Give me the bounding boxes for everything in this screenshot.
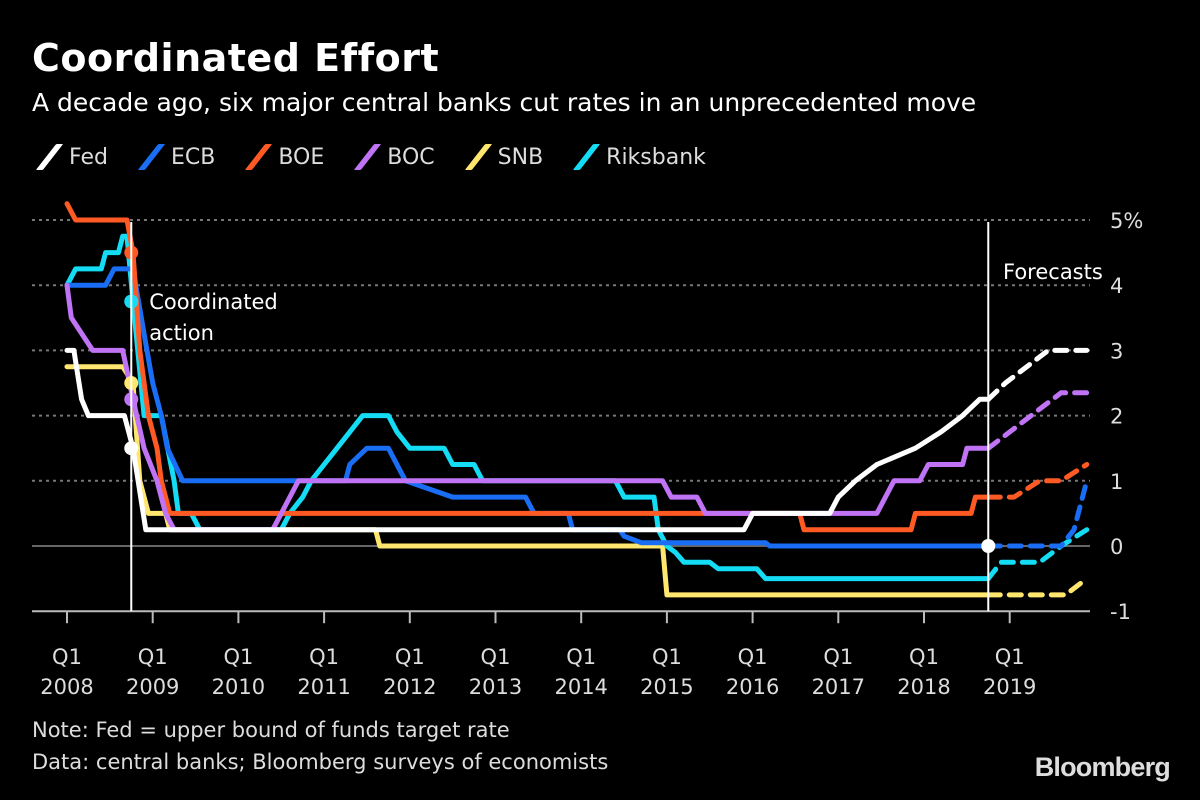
x-tick-label-year: 2011 — [297, 675, 350, 699]
x-tick-label-year: 2010 — [212, 675, 265, 699]
x-tick-label-quarter: Q1 — [995, 645, 1025, 669]
chart-title: Coordinated Effort — [32, 36, 440, 80]
series-forecast-ecb — [985, 478, 1090, 549]
legend: Fed ECB BOE BOC SNB Riksbank — [35, 144, 740, 170]
chart-subtitle: A decade ago, six major central banks cu… — [32, 88, 977, 117]
series-forecast-snb — [985, 576, 1090, 598]
series-line-fed — [64, 347, 991, 533]
x-tick-label-quarter: Q1 — [309, 645, 339, 669]
annotations: Coordinated action Forecasts — [130, 222, 1103, 612]
x-tick-label-quarter: Q1 — [566, 645, 596, 669]
axes — [32, 610, 1090, 624]
x-tick-label-year: 2012 — [383, 675, 436, 699]
bloomberg-logo: Bloomberg — [1034, 752, 1171, 782]
x-tick-label-year: 2019 — [983, 675, 1036, 699]
x-tick-label-year: 2008 — [40, 675, 93, 699]
annotation-coordinated-action: Coordinated — [149, 290, 277, 314]
series-forecast-fed — [985, 347, 1090, 402]
y-tick-label: 5% — [1110, 209, 1143, 233]
annotation-forecasts: Forecasts — [1003, 260, 1103, 284]
x-tick-label-quarter: Q1 — [395, 645, 425, 669]
x-tick-label-year: 2017 — [812, 675, 865, 699]
series-line-boe — [64, 201, 991, 533]
y-tick-label: 1 — [1110, 470, 1123, 494]
x-tick-label-year: 2015 — [640, 675, 693, 699]
legend-label-boc: BOC — [387, 144, 435, 170]
x-tick-label-year: 2013 — [469, 675, 522, 699]
x-tick-label-quarter: Q1 — [738, 645, 768, 669]
series-forecast-boc — [985, 390, 1090, 451]
legend-item-boe: BOE — [245, 144, 325, 170]
gridlines — [32, 219, 1090, 547]
y-tick-label: 2 — [1110, 405, 1123, 429]
x-tick-label-quarter: Q1 — [138, 645, 168, 669]
source-note: Data: central banks; Bloomberg surveys o… — [32, 750, 609, 774]
x-tick-label-quarter: Q1 — [823, 645, 853, 669]
legend-label-snb: SNB — [497, 144, 544, 170]
legend-item-ecb: ECB — [137, 144, 216, 170]
footnote: Note: Fed = upper bound of funds target … — [32, 718, 510, 742]
y-tick-label: 0 — [1110, 535, 1123, 559]
x-tick-label-year: 2016 — [726, 675, 779, 699]
tick-labels: 5% 4 3 2 1 0 -1 Q1 2008 Q1 2009 Q1 2010 Q1 2011 Q1 2012 Q… — [40, 209, 1143, 699]
legend-label-riksbank: Riksbank — [606, 144, 706, 170]
legend-label-boe: BOE — [278, 144, 325, 170]
x-tick-label-quarter: Q1 — [481, 645, 511, 669]
x-tick-label-year: 2009 — [126, 675, 179, 699]
y-tick-label: 3 — [1110, 339, 1123, 363]
series-forecast-boe — [985, 462, 1090, 500]
legend-item-boc: BOC — [354, 144, 435, 170]
legend-item-riksbank: Riksbank — [572, 144, 706, 170]
x-tick-label-year: 2018 — [897, 675, 950, 699]
x-tick-label-quarter: Q1 — [652, 645, 682, 669]
series-lines — [64, 201, 1090, 598]
legend-label-fed: Fed — [69, 144, 108, 170]
legend-label-ecb: ECB — [170, 144, 216, 170]
series-forecast-riksbank — [985, 527, 1090, 582]
y-tick-label: 4 — [1110, 274, 1123, 298]
series-line-ecb — [64, 266, 991, 549]
x-tick-label-quarter: Q1 — [52, 645, 82, 669]
x-tick-label-year: 2014 — [554, 675, 607, 699]
annotation-coordinated-action: action — [149, 321, 214, 345]
x-tick-label-quarter: Q1 — [223, 645, 253, 669]
legend-item-fed: Fed — [35, 144, 108, 170]
legend-item-snb: SNB — [464, 144, 544, 170]
y-tick-label: -1 — [1110, 600, 1131, 624]
x-tick-label-quarter: Q1 — [909, 645, 939, 669]
